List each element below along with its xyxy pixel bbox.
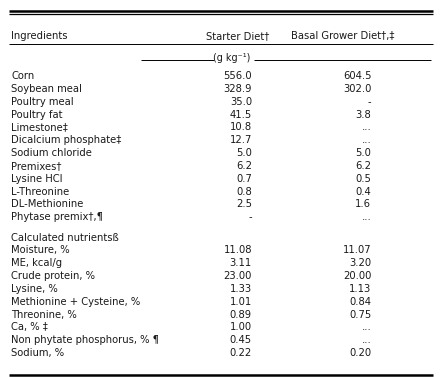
Text: 0.75: 0.75	[349, 310, 371, 320]
Text: 0.22: 0.22	[230, 348, 252, 358]
Text: 0.84: 0.84	[349, 297, 371, 307]
Text: Basal Grower Diet†,‡: Basal Grower Diet†,‡	[291, 31, 394, 41]
Text: Threonine, %: Threonine, %	[11, 310, 77, 320]
Text: 1.00: 1.00	[230, 322, 252, 333]
Text: Poultry meal: Poultry meal	[11, 97, 74, 107]
Text: 0.20: 0.20	[349, 348, 371, 358]
Text: 35.0: 35.0	[230, 97, 252, 107]
Text: 328.9: 328.9	[224, 84, 252, 94]
Text: 1.6: 1.6	[355, 199, 371, 209]
Text: 0.89: 0.89	[230, 310, 252, 320]
Text: 11.07: 11.07	[343, 245, 371, 256]
Text: 0.4: 0.4	[355, 187, 371, 196]
Text: 2.5: 2.5	[236, 199, 252, 209]
Text: Premixes†: Premixes†	[11, 161, 61, 171]
Text: Moisture, %: Moisture, %	[11, 245, 70, 256]
Text: 1.13: 1.13	[349, 284, 371, 294]
Text: 6.2: 6.2	[236, 161, 252, 171]
Text: 0.7: 0.7	[236, 174, 252, 184]
Text: 12.7: 12.7	[229, 135, 252, 145]
Text: Sodium chloride: Sodium chloride	[11, 148, 92, 158]
Text: 11.08: 11.08	[224, 245, 252, 256]
Text: Corn: Corn	[11, 71, 34, 81]
Text: 0.5: 0.5	[355, 174, 371, 184]
Text: 556.0: 556.0	[223, 71, 252, 81]
Text: Lysine HCl: Lysine HCl	[11, 174, 63, 184]
Text: ME, kcal/g: ME, kcal/g	[11, 258, 62, 268]
Text: -: -	[368, 97, 371, 107]
Text: 6.2: 6.2	[355, 161, 371, 171]
Text: 3.11: 3.11	[230, 258, 252, 268]
Text: Non phytate phosphorus, % ¶: Non phytate phosphorus, % ¶	[11, 335, 159, 345]
Text: 604.5: 604.5	[343, 71, 371, 81]
Text: 1.33: 1.33	[230, 284, 252, 294]
Text: Phytase premix†,¶: Phytase premix†,¶	[11, 212, 103, 222]
Text: 3.8: 3.8	[355, 110, 371, 120]
Text: 0.45: 0.45	[230, 335, 252, 345]
Text: ...: ...	[362, 322, 371, 333]
Text: 5.0: 5.0	[355, 148, 371, 158]
Text: 41.5: 41.5	[230, 110, 252, 120]
Text: Soybean meal: Soybean meal	[11, 84, 82, 94]
Text: Poultry fat: Poultry fat	[11, 110, 63, 120]
Text: -: -	[248, 212, 252, 222]
Text: Ingredients: Ingredients	[11, 31, 68, 41]
Text: Sodium, %: Sodium, %	[11, 348, 64, 358]
Text: 5.0: 5.0	[236, 148, 252, 158]
Text: 302.0: 302.0	[343, 84, 371, 94]
Text: ...: ...	[362, 335, 371, 345]
Text: Calculated nutrientsß: Calculated nutrientsß	[11, 233, 119, 243]
Text: Dicalcium phosphate‡: Dicalcium phosphate‡	[11, 135, 122, 145]
Text: DL-Methionine: DL-Methionine	[11, 199, 84, 209]
Text: ...: ...	[362, 212, 371, 222]
Text: 0.8: 0.8	[236, 187, 252, 196]
Text: 1.01: 1.01	[230, 297, 252, 307]
Text: 3.20: 3.20	[349, 258, 371, 268]
Text: Methionine + Cysteine, %: Methionine + Cysteine, %	[11, 297, 140, 307]
Text: Ca, % ‡: Ca, % ‡	[11, 322, 48, 333]
Text: Limestone‡: Limestone‡	[11, 123, 68, 132]
Text: (g kg⁻¹): (g kg⁻¹)	[213, 54, 251, 63]
Text: 23.00: 23.00	[224, 271, 252, 281]
Text: 10.8: 10.8	[230, 123, 252, 132]
Text: Crude protein, %: Crude protein, %	[11, 271, 95, 281]
Text: ...: ...	[362, 123, 371, 132]
Text: ...: ...	[362, 135, 371, 145]
Text: Lysine, %: Lysine, %	[11, 284, 58, 294]
Text: L-Threonine: L-Threonine	[11, 187, 69, 196]
Text: Starter Diet†: Starter Diet†	[206, 31, 269, 41]
Text: 20.00: 20.00	[343, 271, 371, 281]
